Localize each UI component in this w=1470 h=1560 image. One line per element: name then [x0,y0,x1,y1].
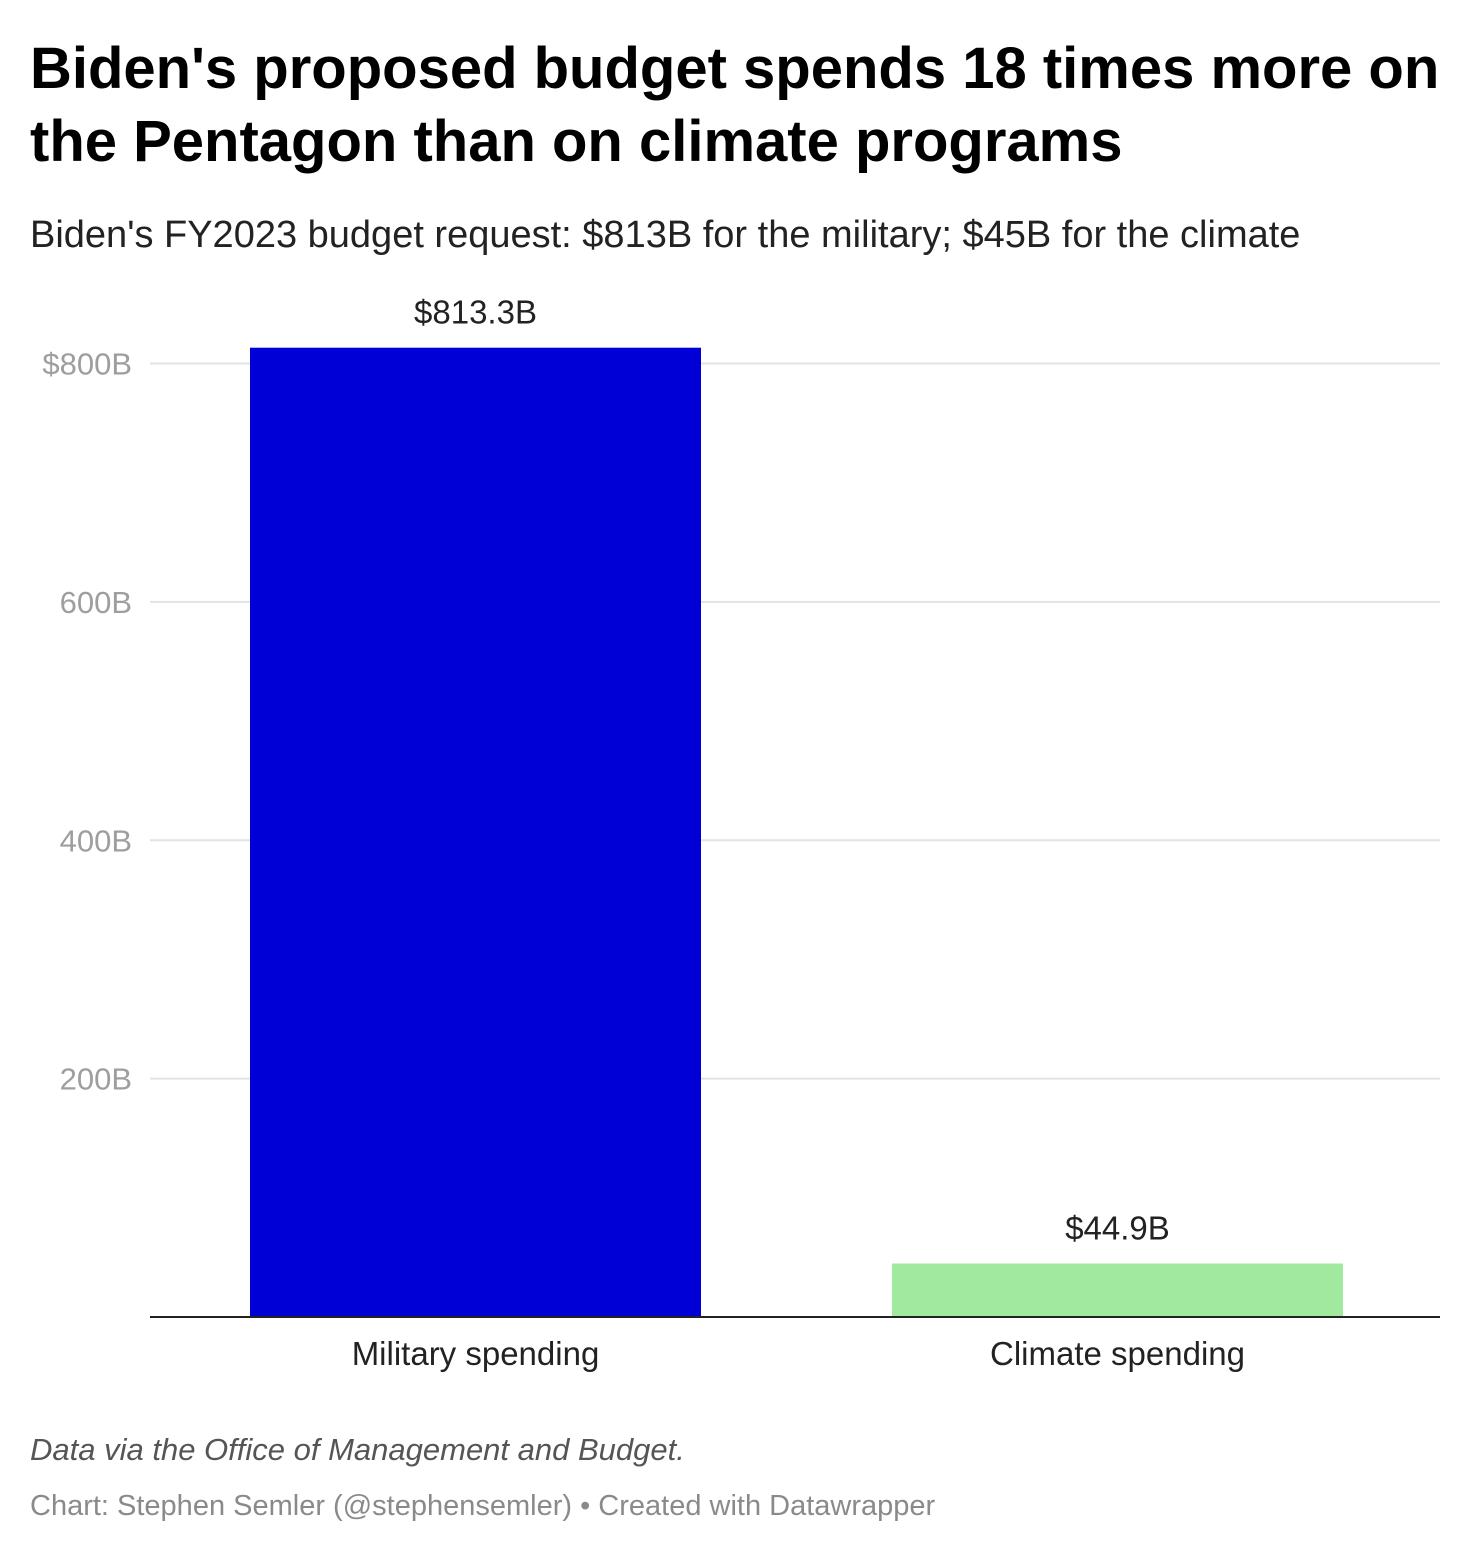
chart-title: Biden's proposed budget spends 18 times … [30,36,1440,174]
y-tick-label: 400B [60,823,132,858]
category-label: Military spending [352,1335,600,1372]
category-label: Climate spending [990,1335,1245,1372]
value-label: $813.3B [414,294,537,331]
y-tick-label: $800B [42,347,132,382]
bar-military-spending [250,347,701,1317]
bar-chart: 200B 400B 600B $800B $813.3B $44.9B Military… [42,294,1440,1372]
chart-subtitle: Biden's FY2023 budget request: $813B for… [30,214,1301,256]
bar-climate-spending [892,1263,1343,1317]
source-note: Data via the Office of Management and Bu… [30,1432,685,1467]
bars [250,347,1343,1317]
value-label: $44.9B [1065,1209,1170,1246]
y-axis-ticks: 200B 400B 600B $800B [42,347,132,1097]
category-labels: Military spending Climate spending [352,1335,1245,1372]
y-tick-label: 600B [60,585,132,620]
y-tick-label: 200B [60,1062,132,1097]
value-labels: $813.3B $44.9B [414,294,1170,1247]
byline: Chart: Stephen Semler (@stephensemler) •… [30,1490,936,1522]
